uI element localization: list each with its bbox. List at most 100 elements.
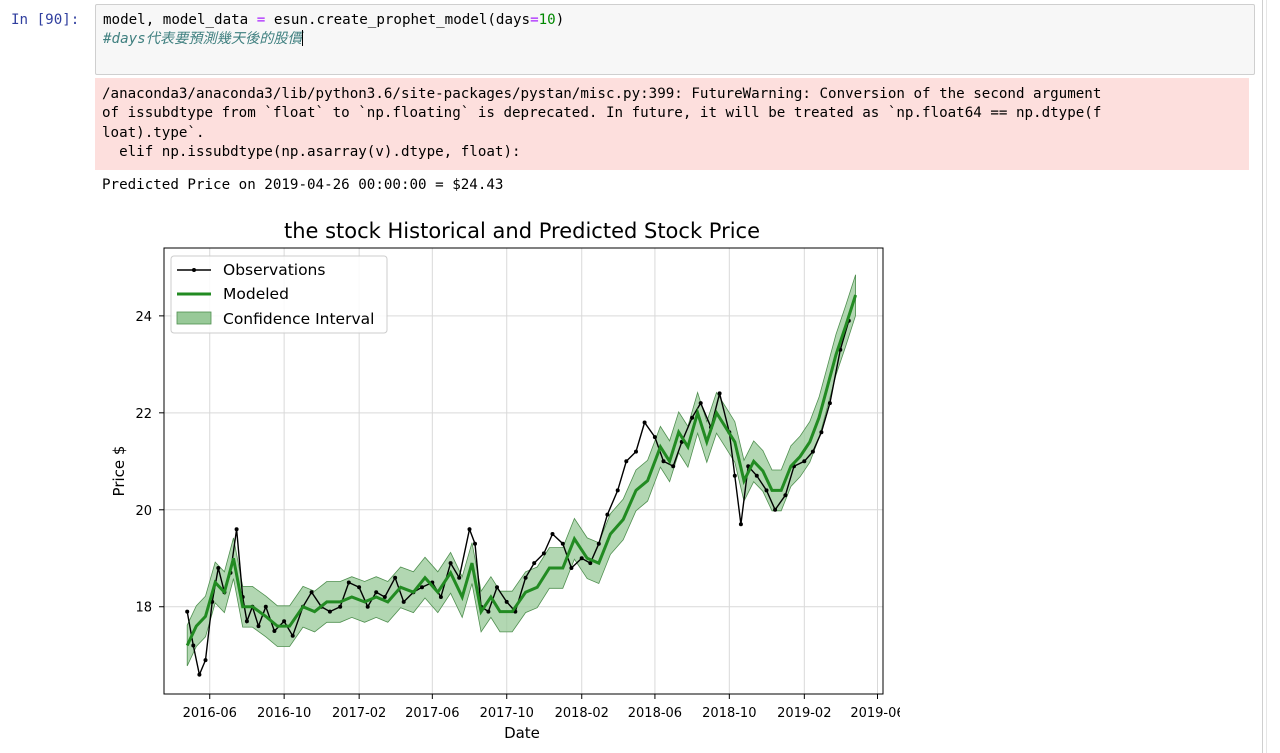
observation-point [560, 541, 565, 546]
observation-point [810, 449, 815, 454]
legend-box [170, 255, 388, 334]
observation-point [717, 391, 722, 396]
code-line-2: #days代表要預測幾天後的股價 [103, 31, 302, 47]
observation-point [327, 609, 332, 614]
y-tick-label: 24 [135, 310, 152, 325]
chart-title: the stock Historical and Predicted Stock… [284, 219, 760, 243]
confidence-interval-band [186, 274, 856, 667]
y-tick-label: 22 [135, 407, 152, 422]
observation-point [197, 672, 202, 677]
x-tick-label: 2016-06 [183, 706, 237, 721]
observation-point [783, 493, 788, 498]
observation-point [346, 580, 351, 585]
legend-observations-marker [192, 268, 196, 272]
observation-point [764, 488, 769, 493]
observation-point [382, 595, 387, 599]
observation-point [420, 585, 424, 590]
observation-point [467, 527, 472, 532]
legend-observations-label: Observations [223, 261, 325, 279]
observation-point [624, 459, 629, 464]
observation-point [263, 604, 268, 609]
x-tick-label: 2018-02 [555, 706, 609, 721]
observation-point [569, 566, 574, 570]
stderr-text: /anaconda3/anaconda3/lib/python3.6/site-… [102, 86, 1102, 160]
observation-point [819, 430, 824, 435]
observation-point [773, 507, 778, 512]
observation-point [495, 585, 499, 590]
observation-point [661, 459, 666, 464]
plot-frame [163, 247, 884, 695]
observation-point [588, 561, 593, 566]
observation-point [457, 575, 462, 580]
observation-point [438, 595, 443, 599]
observation-point [541, 551, 546, 556]
observation-point [393, 575, 398, 580]
code-cell-editor[interactable]: model, model_data = esun.create_prophet_… [95, 4, 1255, 75]
x-axis-ticks: 2016-06 2016-10 2017-02 2017-06 2017-10 2018-… [183, 694, 900, 721]
observation-point [523, 575, 528, 580]
y-tick-label: 20 [135, 504, 152, 519]
text-cursor [301, 30, 303, 46]
prophet-forecast-chart: the stock Historical and Predicted Stock… [110, 219, 900, 742]
observation-point [290, 633, 295, 638]
x-tick-label: 2017-06 [405, 706, 459, 721]
observation-point [357, 585, 362, 590]
observation-point [732, 473, 737, 478]
observation-point [671, 464, 676, 469]
x-tick-label: 2018-06 [628, 706, 682, 721]
observation-point [690, 415, 695, 420]
observation-point [802, 459, 807, 464]
observation-points [185, 318, 851, 677]
observation-point [374, 590, 379, 595]
observation-point [244, 619, 249, 624]
code-line-1: model, model_data = esun.create_prophet_… [103, 12, 565, 28]
observation-point [827, 401, 832, 406]
observation-point [596, 541, 601, 546]
notebook-scroll-rule-2 [1266, 0, 1267, 753]
chart-legend: Observations Modeled Confidence Interval [170, 255, 388, 334]
cell-prompt: In [90]: [11, 12, 80, 28]
observation-point [185, 609, 190, 614]
observation-point [642, 420, 647, 425]
code-text[interactable]: model, model_data = esun.create_prophet_… [103, 11, 564, 49]
observation-point [579, 556, 584, 561]
observation-point [698, 401, 703, 406]
x-tick-label: 2019-02 [777, 706, 831, 721]
stderr-output: /anaconda3/anaconda3/lib/python3.6/site-… [95, 78, 1249, 170]
stdout-output: Predicted Price on 2019-04-26 00:00:00 =… [102, 177, 504, 193]
observation-point [448, 561, 453, 566]
observation-point [754, 473, 759, 478]
y-tick-label: 18 [135, 601, 152, 616]
observation-point [615, 488, 620, 493]
modeled-line [185, 294, 858, 647]
observation-point [401, 599, 406, 604]
observation-point [256, 624, 261, 629]
observation-point [272, 629, 277, 633]
x-tick-label: 2016-10 [257, 706, 311, 721]
observation-point [216, 566, 221, 570]
observation-point [365, 604, 370, 609]
observation-point [652, 435, 657, 440]
observation-point [309, 590, 314, 595]
observation-point [282, 619, 287, 624]
x-tick-label: 2017-10 [480, 706, 534, 721]
observation-point [504, 599, 509, 604]
observation-point [486, 609, 491, 614]
observation-point [550, 532, 555, 536]
observation-point [605, 512, 610, 517]
x-tick-label: 2019-06 [850, 706, 900, 721]
legend-interval-swatch [176, 311, 212, 325]
x-axis-label: Date [504, 724, 540, 742]
x-tick-label: 2017-02 [332, 706, 386, 721]
observation-point [191, 643, 196, 648]
observation-point [738, 522, 743, 527]
legend-interval-label: Confidence Interval [223, 310, 374, 328]
notebook-scroll-rule [1262, 0, 1263, 753]
observation-point [473, 541, 477, 546]
observation-point [203, 658, 208, 663]
y-axis-ticks: 18 20 22 24 [135, 310, 164, 616]
observation-point [634, 449, 638, 454]
observation-point [234, 527, 239, 532]
y-axis-label: Price $ [110, 446, 128, 497]
observation-point [532, 561, 537, 566]
